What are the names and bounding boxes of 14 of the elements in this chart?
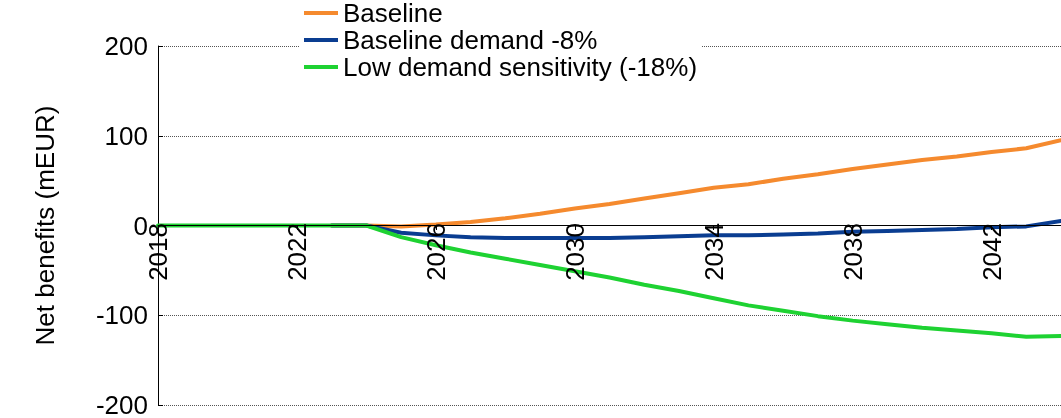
y-tick-label: -100	[95, 300, 148, 331]
x-tick-label: 2026	[420, 223, 451, 281]
x-tick-label: 2022	[281, 223, 312, 281]
y-tick-label: 100	[104, 120, 148, 151]
legend-label: Low demand sensitivity (-18%)	[343, 52, 698, 82]
x-tick-label: 2030	[559, 223, 590, 281]
y-tick-label: 200	[104, 31, 148, 61]
x-tick-label: 2034	[698, 223, 729, 281]
y-axis-title: Net benefits (mEUR)	[30, 105, 60, 346]
legend-label: Baseline	[343, 0, 443, 28]
x-tick-label: 2042	[976, 223, 1007, 281]
y-tick-label: -200	[95, 390, 148, 418]
x-tick-label: 2038	[837, 223, 868, 281]
legend-label: Baseline demand -8%	[343, 25, 598, 55]
